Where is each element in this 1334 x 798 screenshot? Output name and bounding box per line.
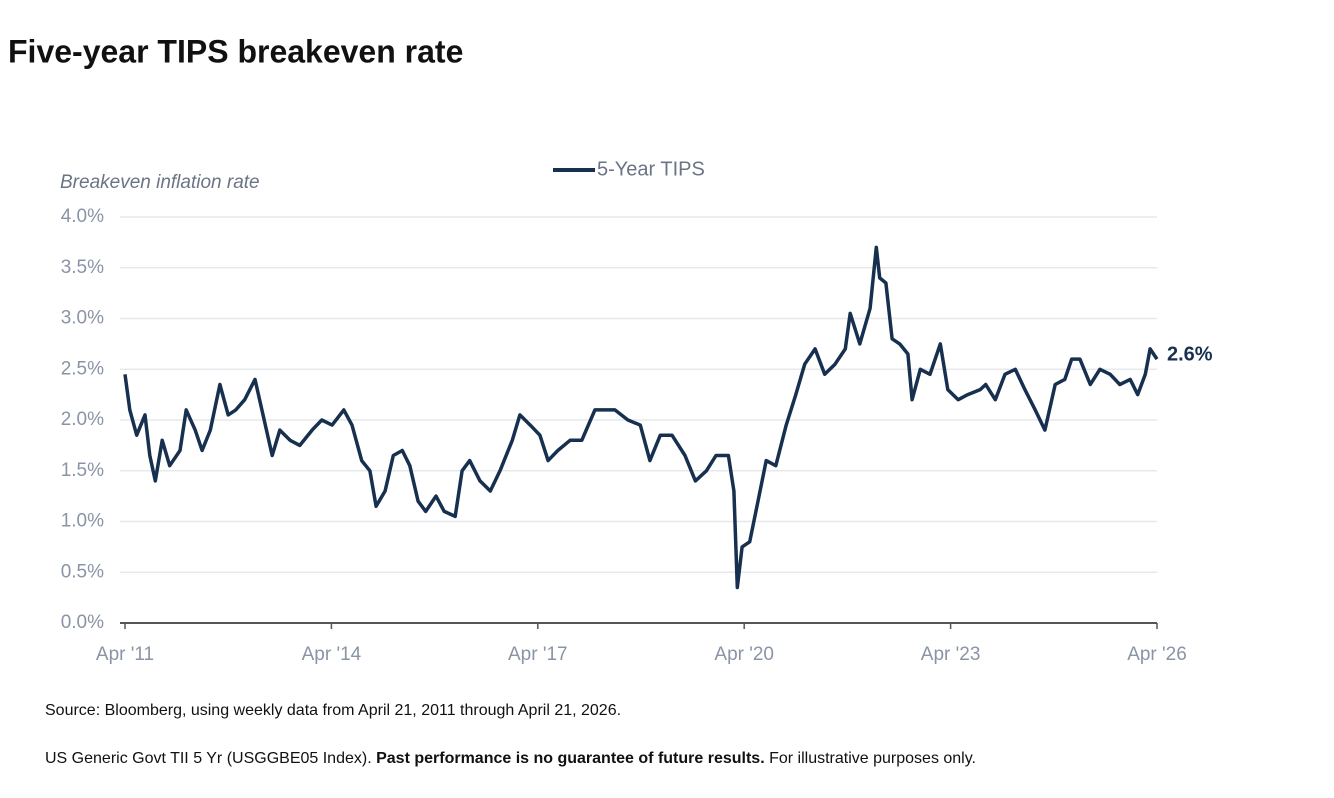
legend-item: 5-Year TIPS [553, 158, 705, 180]
y-tick-label: 1.0% [61, 511, 104, 532]
note-part: Past performance is no guarantee of futu… [376, 750, 765, 767]
legend-label: 5-Year TIPS [597, 158, 705, 180]
y-tick-label: 4.0% [61, 206, 104, 227]
y-tick-label: 3.5% [61, 257, 104, 278]
note-part: US Generic Govt TII 5 Yr (USGGBE05 Index… [45, 750, 372, 767]
y-tick-label: 2.0% [61, 409, 104, 430]
note-part: For illustrative purposes only. [769, 750, 976, 767]
x-tick-label: Apr '20 [714, 644, 774, 665]
line-series [123, 245, 1159, 590]
chart-title: Five-year TIPS breakeven rate [8, 33, 463, 69]
y-tick-label: 0.5% [61, 561, 104, 582]
y-tick-label: 0.0% [61, 612, 104, 633]
x-tick-label: Apr '11 [96, 644, 154, 665]
y-tick-label: 3.0% [61, 308, 104, 329]
source: Source: Bloomberg, using weekly data fro… [45, 702, 621, 719]
x-tick-label: Apr '23 [921, 644, 981, 665]
x-tick-label: Apr '17 [508, 644, 568, 665]
y-tick-label: 2.5% [61, 358, 104, 379]
x-tick-label: Apr '14 [302, 644, 362, 665]
x-tick-label: Apr '26 [1127, 644, 1187, 665]
end-label: 2.6% [1167, 343, 1213, 365]
y-tick-label: 1.5% [61, 460, 104, 481]
note: US Generic Govt TII 5 Yr (USGGBE05 Index… [45, 750, 976, 767]
y-axis-label: Breakeven inflation rate [60, 172, 260, 193]
